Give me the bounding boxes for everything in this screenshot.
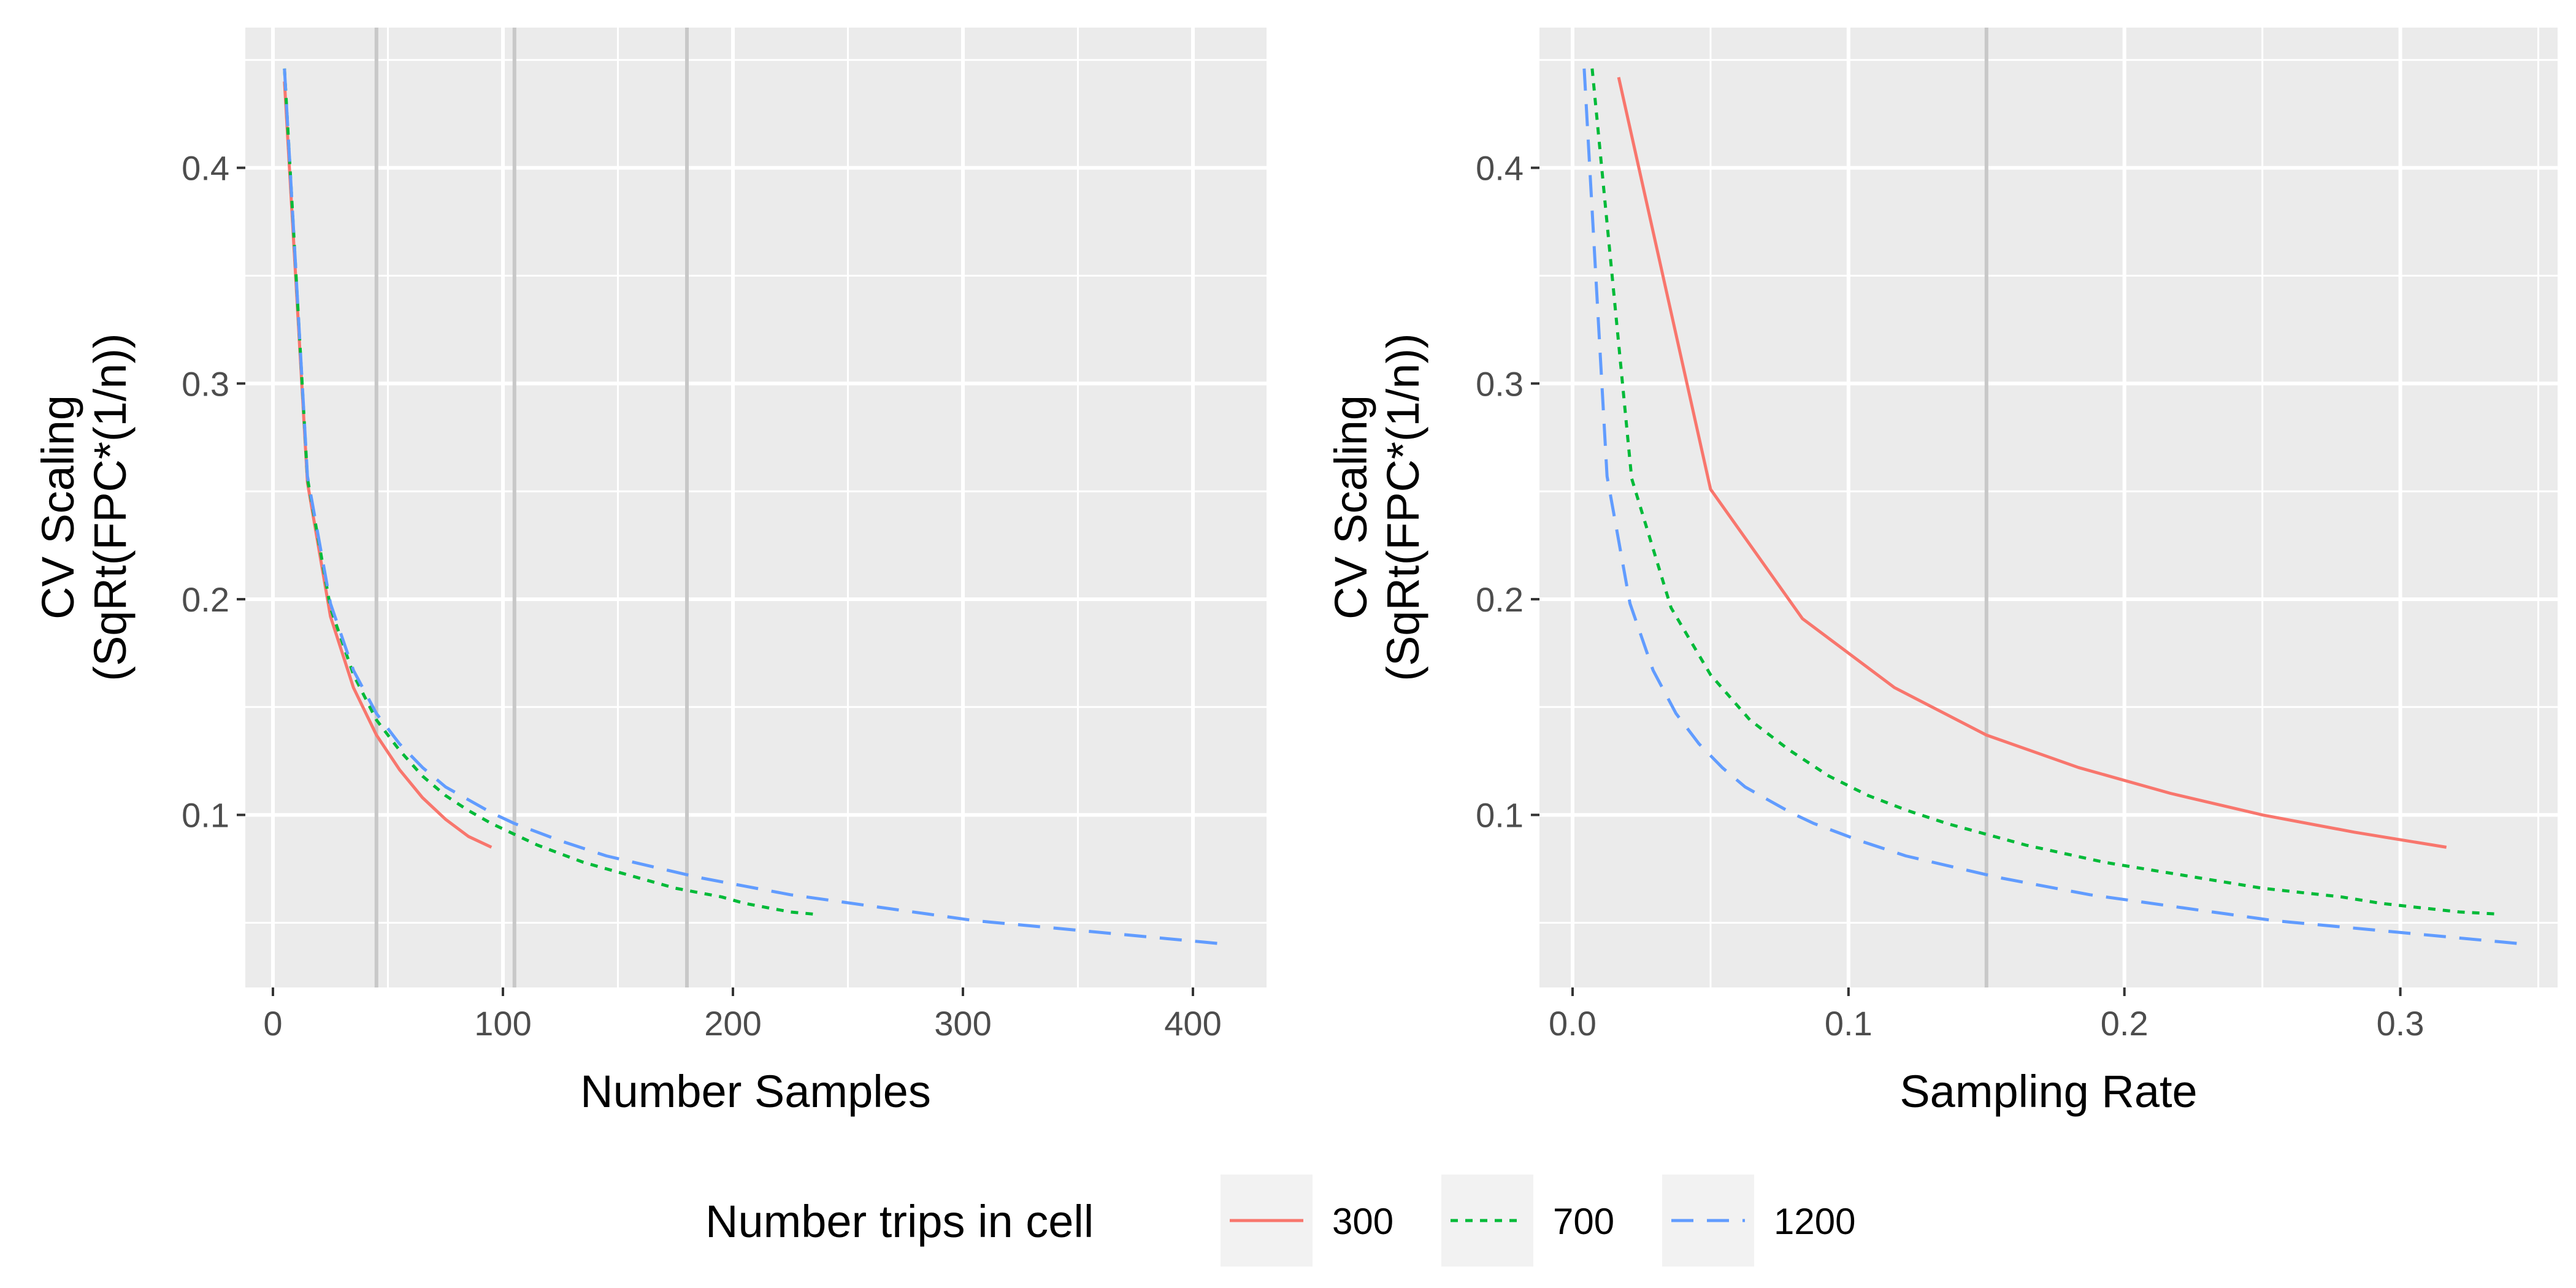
left-y-tick-label: 0.2: [182, 580, 229, 619]
right-panel-series: [1582, 68, 2527, 946]
legend-label-700: 700: [1553, 1201, 1614, 1242]
legend-title: Number trips in cell: [705, 1196, 1094, 1247]
left-chart-panel: 0 100 200 300 400 0.1 0.2 0.3 0.4 Number Samples…: [33, 28, 1267, 1117]
left-panel-ticks: 0 100 200 300 400 0.1 0.2 0.3 0.4: [182, 149, 1222, 1043]
left-y-axis-title-line2: (SqRt(FPC*(1/n)): [85, 333, 136, 681]
left-x-tick-label: 200: [704, 1004, 761, 1043]
left-y-axis-title-line1: CV Scaling: [33, 395, 83, 619]
legend-label-1200: 1200: [1774, 1201, 1855, 1242]
legend: Number trips in cell 300 700 1200: [705, 1175, 1855, 1267]
left-y-tick-label: 0.3: [182, 364, 229, 403]
right-x-tick-label: 0.1: [1825, 1004, 1873, 1043]
right-series-line-700: [1590, 68, 2499, 916]
left-panel-grid: [245, 28, 1267, 987]
right-y-axis-title-line1: CV Scaling: [1325, 395, 1376, 619]
right-x-tick-label: 0.0: [1549, 1004, 1597, 1043]
right-chart-panel: 0.0 0.1 0.2 0.3 0.1 0.2 0.3 0.4 Sampling Rate C…: [1325, 28, 2558, 1117]
left-series-line-300: [283, 81, 493, 849]
left-series-line-700: [283, 68, 814, 916]
left-series-line-1200: [283, 68, 1228, 946]
right-y-tick-label: 0.4: [1476, 149, 1524, 188]
left-x-tick-label: 0: [263, 1004, 282, 1043]
right-x-tick-label: 0.3: [2377, 1004, 2425, 1043]
left-y-tick-label: 0.1: [182, 796, 229, 835]
right-panel-ticks: 0.0 0.1 0.2 0.3 0.1 0.2 0.3 0.4: [1476, 149, 2424, 1043]
left-x-axis-title: Number Samples: [580, 1066, 931, 1117]
left-panel-series: [283, 68, 1228, 946]
right-y-axis-title-line2: (SqRt(FPC*(1/n)): [1378, 333, 1428, 681]
left-y-tick-label: 0.4: [182, 149, 229, 188]
right-series-line-1200: [1582, 68, 2527, 946]
left-x-tick-label: 400: [1164, 1004, 1221, 1043]
right-y-tick-label: 0.1: [1476, 796, 1524, 835]
right-y-tick-label: 0.2: [1476, 580, 1524, 619]
left-x-tick-label: 300: [934, 1004, 991, 1043]
right-y-tick-label: 0.3: [1476, 364, 1524, 403]
right-panel-background: [1539, 28, 2558, 987]
right-x-tick-label: 0.2: [2101, 1004, 2149, 1043]
legend-items: 300 700 1200: [1221, 1175, 1855, 1267]
left-x-tick-label: 100: [474, 1004, 531, 1043]
right-x-axis-title: Sampling Rate: [1899, 1066, 2197, 1117]
legend-label-300: 300: [1332, 1201, 1393, 1242]
right-series-line-300: [1617, 77, 2447, 849]
left-panel-reference-lines: [374, 28, 689, 987]
left-panel-background: [245, 28, 1267, 987]
